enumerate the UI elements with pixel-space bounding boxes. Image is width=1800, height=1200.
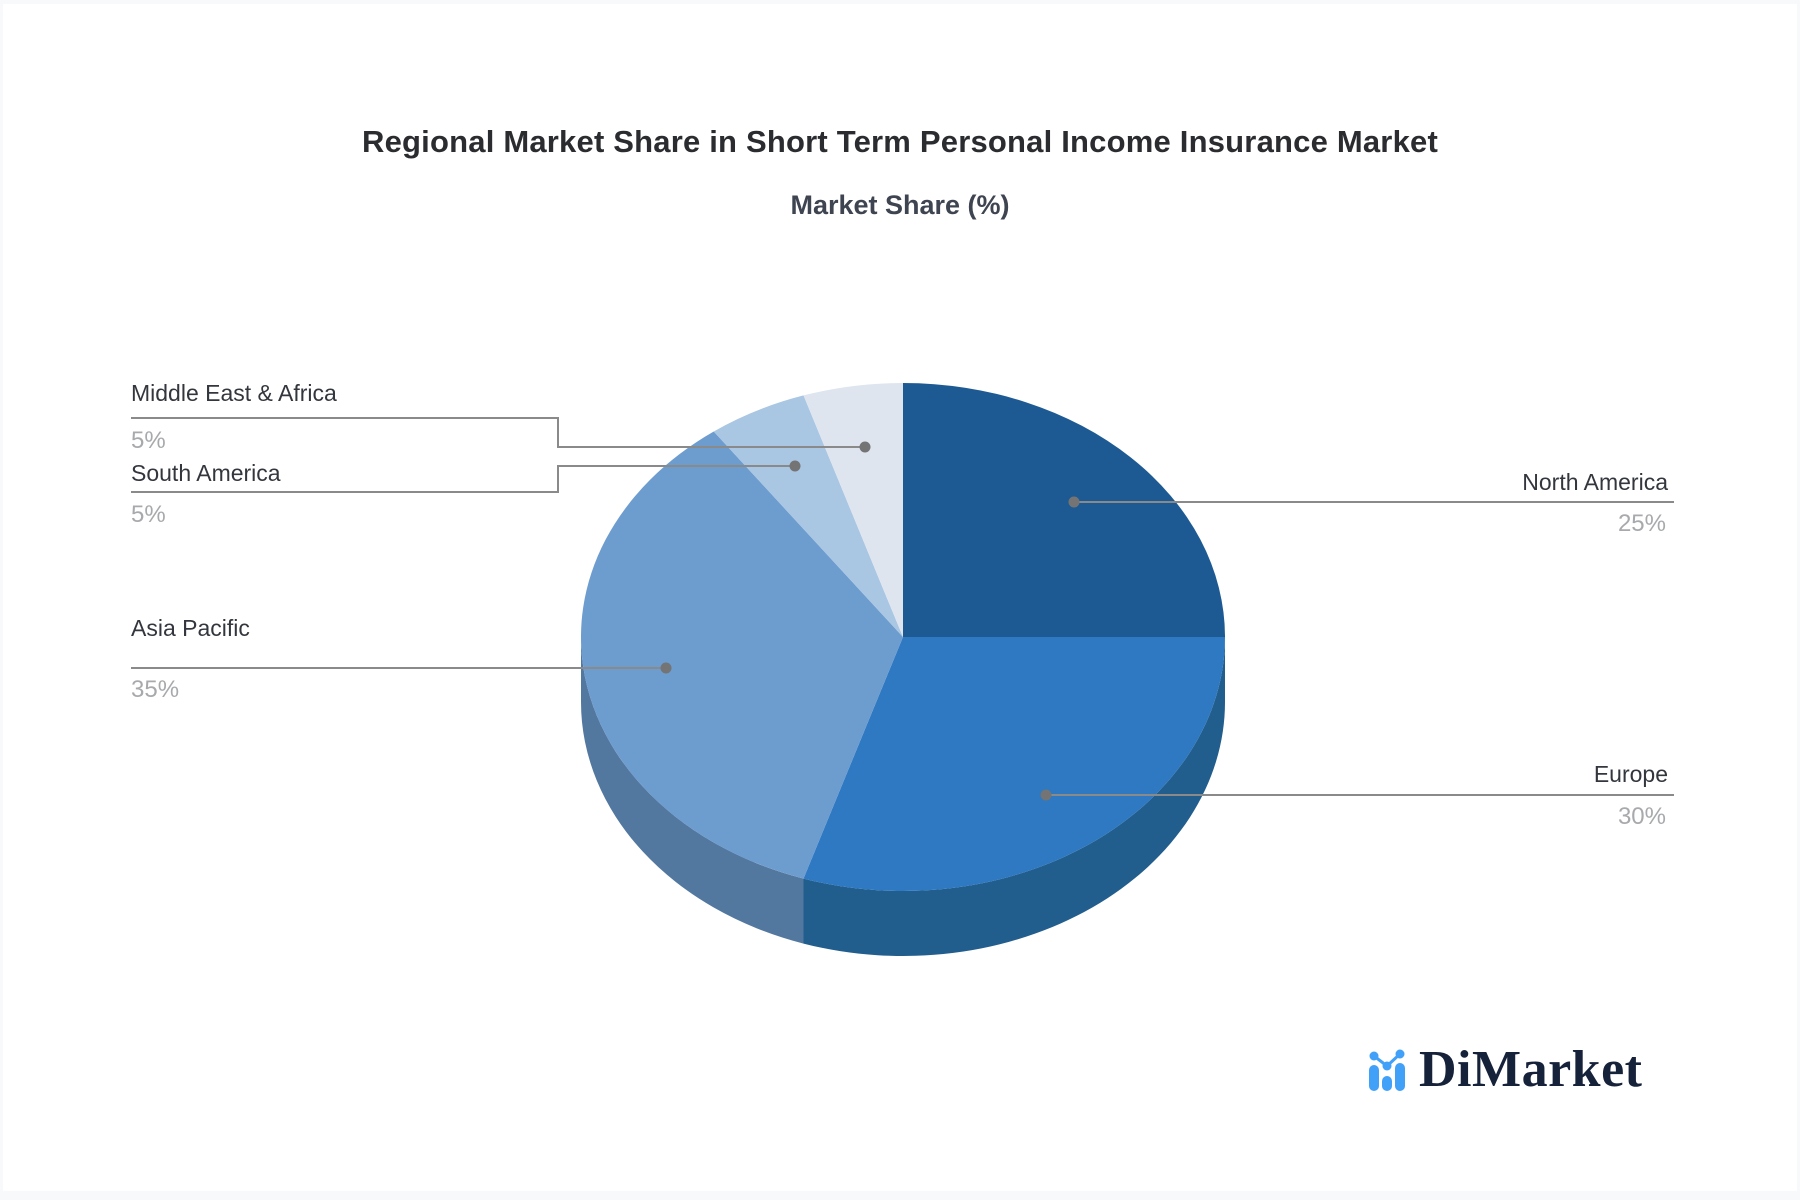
slice-value-north-america: 25% — [1617, 510, 1666, 537]
leader-line-south-america — [131, 465, 795, 493]
leader-dot-north-america — [1068, 496, 1080, 508]
pie-slice-north-america[interactable] — [903, 383, 1225, 637]
brand-logo: DiMarket — [1366, 1044, 1642, 1096]
pie-slice-south-america[interactable] — [713, 395, 903, 637]
slice-label-asia-pacific: Asia Pacific — [131, 615, 250, 641]
slice-label-middle-east-africa: Middle East & Africa — [131, 380, 337, 406]
bar-line-chart-icon — [1369, 1049, 1405, 1091]
pie-chart — [131, 383, 1674, 956]
chart-subtitle: Market Share (%) — [790, 190, 1010, 220]
chart-title: Regional Market Share in Short Term Pers… — [362, 124, 1438, 159]
pie-slice-side-asia-pacific — [581, 637, 804, 944]
leader-dot-europe — [1040, 789, 1052, 801]
slice-value-asia-pacific: 35% — [131, 676, 180, 703]
brand-logo-text: DiMarket — [1419, 1041, 1643, 1098]
leader-line-middle-east-africa — [131, 417, 865, 448]
leader-dot-middle-east-africa — [859, 441, 871, 453]
slice-value-europe: 30% — [1617, 803, 1666, 830]
slice-value-south-america: 5% — [131, 501, 166, 528]
chart-canvas: Regional Market Share in Short Term Pers… — [3, 4, 1797, 1191]
slice-label-north-america: North America — [1522, 469, 1668, 495]
leader-dot-asia-pacific — [660, 662, 672, 674]
slice-label-europe: Europe — [1593, 761, 1668, 787]
slice-label-south-america: South America — [131, 460, 281, 486]
pie-slice-side-europe — [803, 637, 1225, 956]
leader-dot-south-america — [789, 460, 801, 472]
pie-slice-asia-pacific[interactable] — [581, 431, 903, 879]
slice-value-middle-east-africa: 5% — [131, 427, 166, 454]
pie-slice-europe[interactable] — [803, 637, 1225, 891]
